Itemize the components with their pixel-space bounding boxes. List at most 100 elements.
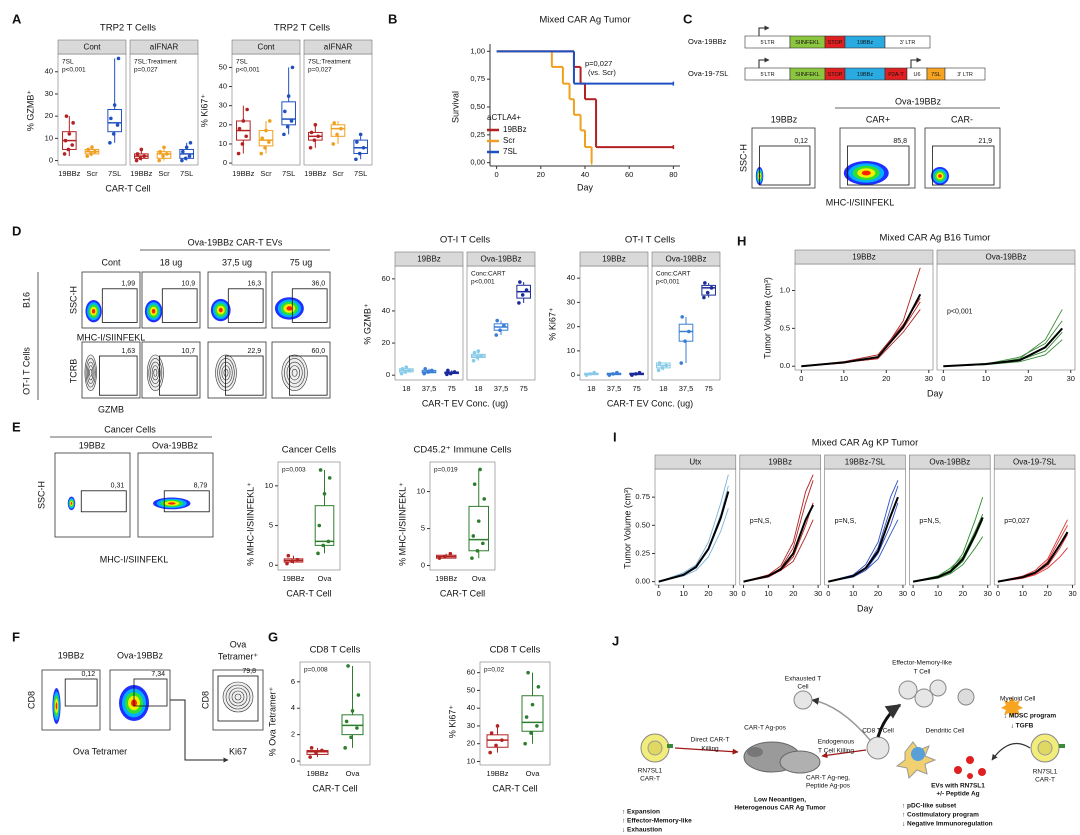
- point: [446, 368, 450, 373]
- point: [615, 370, 619, 375]
- flow-label: 19BBz: [771, 114, 798, 124]
- panel-label: C: [683, 11, 693, 26]
- point: [475, 548, 480, 553]
- gate: [99, 355, 138, 396]
- chart-title: Cancer Cells: [282, 445, 337, 456]
- point: [664, 363, 668, 368]
- diagram-label: Endogenous: [818, 739, 855, 746]
- point: [66, 147, 71, 152]
- y-tick-label: 50: [467, 685, 475, 694]
- x-tick-label: Ova: [346, 769, 361, 778]
- ev: [954, 766, 962, 774]
- ev-arrow: [991, 742, 1031, 761]
- x-tick-label: 10: [679, 589, 687, 598]
- facet-label: aIFNAR: [150, 43, 179, 52]
- gate-value: 22,9: [247, 348, 261, 355]
- point: [263, 145, 267, 150]
- gate-value: 60,0: [311, 348, 325, 355]
- part-label: P2A-T: [888, 72, 904, 78]
- gate: [163, 490, 210, 513]
- point: [321, 543, 325, 548]
- x-tick-label: 75: [704, 384, 712, 393]
- point: [314, 751, 318, 755]
- point: [687, 329, 691, 334]
- point: [407, 368, 411, 373]
- box: [521, 695, 544, 732]
- y-tick-label: 50: [219, 62, 227, 71]
- facet-label: Ova-19-7SL: [1013, 458, 1057, 467]
- facet-strip: [57, 39, 127, 55]
- point: [339, 126, 343, 131]
- facet-strip: [579, 251, 649, 267]
- point: [259, 151, 264, 156]
- point: [355, 726, 359, 730]
- annotation: p=N,S,: [835, 518, 857, 525]
- point: [309, 746, 314, 750]
- panel-label: H: [737, 233, 746, 248]
- facet-strip: [739, 454, 821, 470]
- x-tick-label: 30: [1068, 589, 1076, 598]
- facet-label: aIFNAR: [324, 43, 353, 52]
- point: [471, 358, 476, 363]
- y-tick-label: 0: [421, 561, 425, 570]
- flow-label: Ova-19BBz: [117, 650, 164, 660]
- point: [112, 103, 117, 107]
- part-label: SIINFEKL: [795, 72, 819, 78]
- facet-strip: [909, 454, 991, 470]
- facet-strip: [394, 251, 464, 267]
- diagram-label: Effector-Memory-like: [892, 660, 952, 667]
- contour: [221, 365, 231, 381]
- y-axis-label: % GZMB⁺: [25, 90, 35, 132]
- annotation: p<0,001: [62, 67, 86, 74]
- point: [135, 152, 140, 156]
- point: [285, 124, 290, 129]
- y-tick-label: 0: [223, 158, 227, 167]
- x-tick-label: 7SL: [108, 169, 121, 178]
- gate-value: 0,12: [81, 671, 95, 678]
- y-axis-label: Survival: [450, 91, 460, 123]
- diagram-label: RN7SL1: [638, 768, 663, 775]
- x-tick-label: 10: [934, 589, 942, 598]
- y-tick-label: 10: [45, 133, 53, 142]
- diagram-label: +/- Peptide Ag: [936, 791, 979, 798]
- y-tick-label: 2: [291, 730, 295, 739]
- density: [218, 307, 223, 313]
- point: [445, 372, 449, 377]
- x-tick-label: 0: [495, 170, 499, 179]
- part-label: 5'LTR: [760, 40, 774, 46]
- x-tick-label: 0: [996, 589, 1000, 598]
- chart-title: Mixed CAR Ag Tumor: [539, 15, 630, 26]
- point: [356, 693, 361, 697]
- y-tick-label: 10: [219, 139, 227, 148]
- panel: [299, 661, 371, 766]
- point: [187, 154, 192, 158]
- x-tick-label: Scr: [260, 169, 272, 178]
- diagram-label: CAR-T Ag-neg,: [806, 775, 850, 782]
- gate-arrow: [170, 699, 229, 763]
- x-tick-label: 18: [659, 384, 667, 393]
- flow-label: 75 ug: [290, 257, 313, 267]
- x-axis-label: CAR-T Cell: [286, 588, 331, 598]
- point: [295, 557, 300, 562]
- construct-part: [884, 35, 931, 49]
- x-axis-label: CAR-T EV Conc. (ug): [422, 398, 508, 408]
- ev: [966, 756, 974, 764]
- diagram-label: Dendritic Cell: [926, 728, 965, 735]
- point: [67, 132, 72, 136]
- x-axis-label: Day: [577, 182, 594, 192]
- point: [404, 365, 409, 369]
- flow-label: Ova-19BBz: [152, 440, 199, 450]
- point: [71, 121, 75, 125]
- x-tick-label: 7SL: [180, 169, 193, 178]
- panel-label: E: [12, 419, 21, 434]
- point: [422, 371, 427, 376]
- annotation: (vs. Scr): [588, 68, 616, 77]
- annotation: p=0,02: [484, 667, 504, 674]
- x-tick-label: 20: [704, 589, 712, 598]
- gate: [80, 490, 127, 513]
- point: [165, 152, 169, 156]
- panel: [993, 468, 1076, 586]
- point: [309, 130, 314, 135]
- x-tick-label: 20: [537, 170, 545, 179]
- differentiation-arrow: [876, 703, 902, 738]
